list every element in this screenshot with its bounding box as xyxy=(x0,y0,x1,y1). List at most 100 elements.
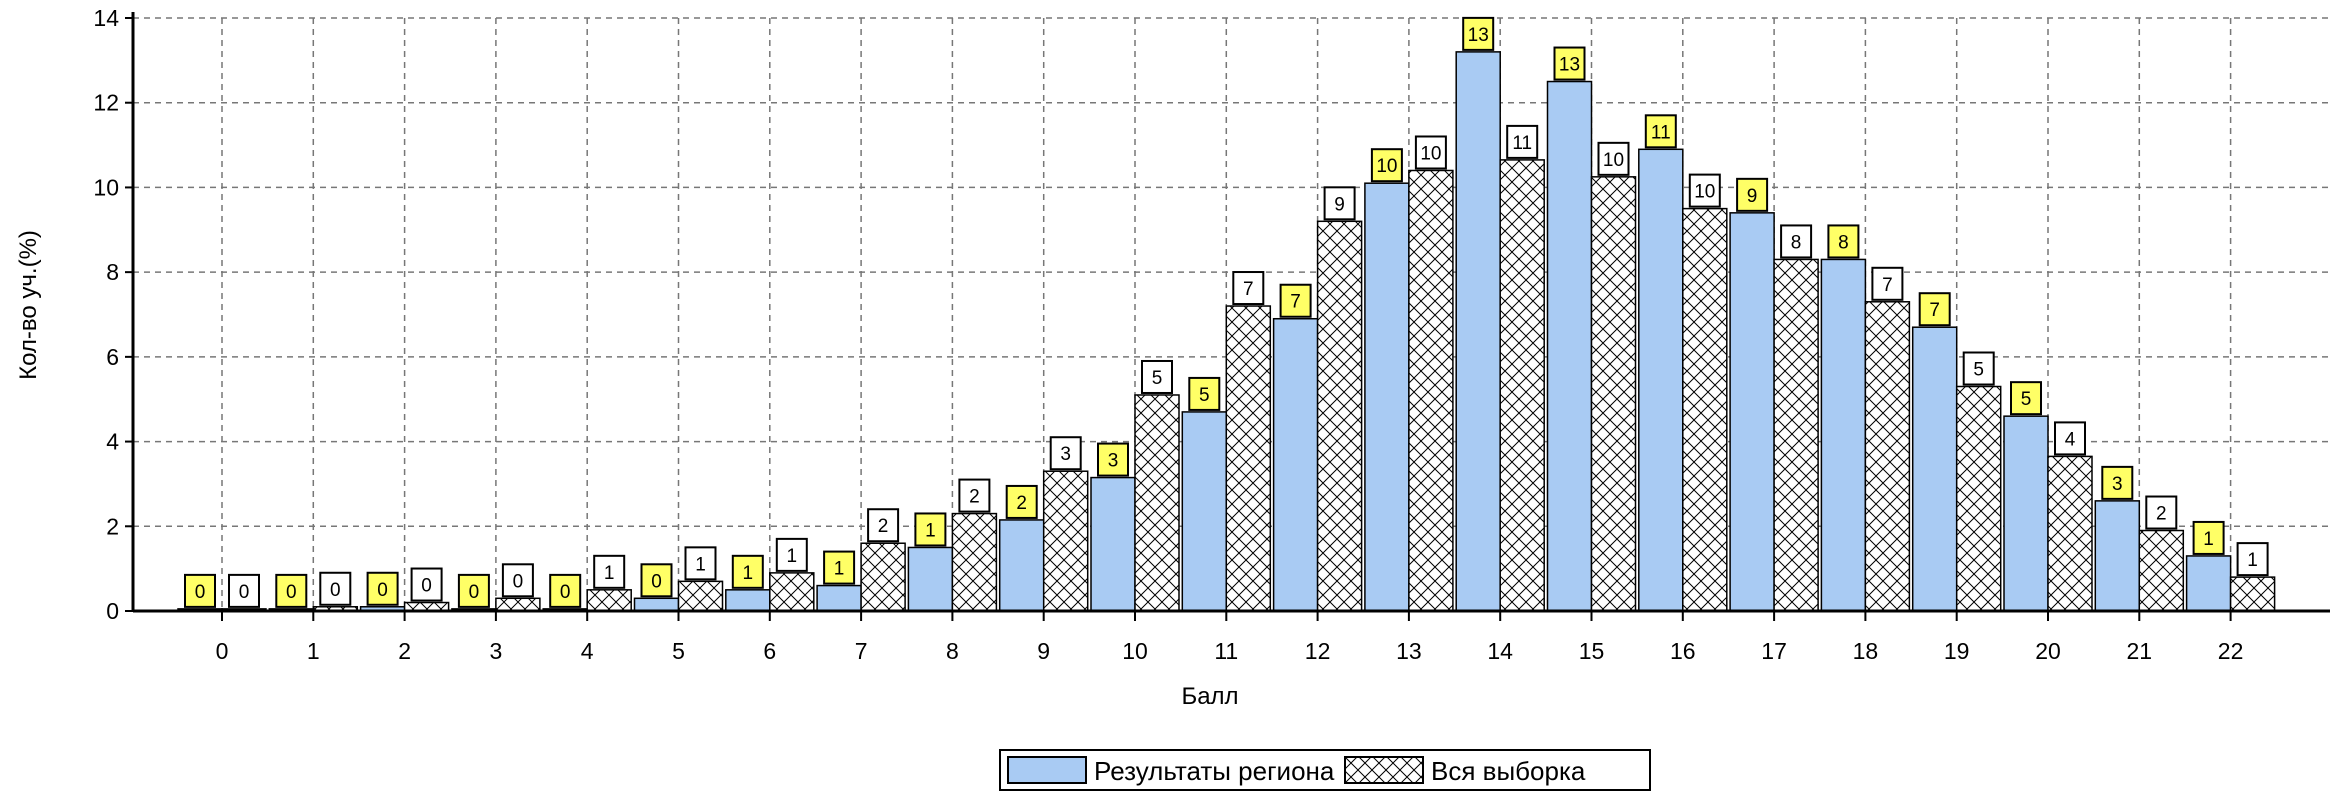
data-label-region: 13 xyxy=(1468,25,1489,46)
bar-all-sample xyxy=(1408,169,1454,612)
bar-region xyxy=(2003,415,2049,612)
data-label-box-region xyxy=(640,563,673,598)
data-label-region: 1 xyxy=(2203,529,2214,550)
data-label-region: 7 xyxy=(1929,300,1940,321)
data-label-box-region xyxy=(1918,292,1951,327)
x-tick-label: 3 xyxy=(490,638,503,664)
data-label-box-region xyxy=(275,573,308,608)
data-label-box-all-sample xyxy=(684,546,717,581)
data-label-all-sample: 11 xyxy=(1512,133,1532,154)
bar-all-sample xyxy=(1864,301,1911,612)
data-label-box-all-sample xyxy=(1141,359,1173,394)
legend: Результаты региона Вся выборка xyxy=(999,749,1651,791)
bar-all-sample xyxy=(586,589,632,612)
data-label-box-all-sample xyxy=(593,554,626,589)
legend-swatch-region xyxy=(1007,756,1087,784)
bar-region xyxy=(633,597,680,612)
data-label-region: 8 xyxy=(1838,232,1849,253)
data-label-box-region xyxy=(2010,381,2042,416)
data-label-all-sample: 5 xyxy=(1973,360,1984,381)
x-tick-label: 0 xyxy=(216,638,229,664)
x-tick-label: 2 xyxy=(398,638,411,664)
bar-region xyxy=(816,584,862,612)
data-label-region: 11 xyxy=(1651,122,1671,143)
data-label-all-sample: 10 xyxy=(1603,150,1624,171)
bar-region xyxy=(2094,500,2141,612)
data-label-box-region xyxy=(1462,16,1495,51)
bar-all-sample xyxy=(2047,455,2093,612)
data-label-box-all-sample xyxy=(501,563,534,598)
x-tick-label: 16 xyxy=(1670,638,1696,664)
data-label-all-sample: 1 xyxy=(695,554,706,575)
bar-all-sample xyxy=(1134,394,1180,612)
data-label-box-all-sample xyxy=(1232,271,1265,306)
bar-region xyxy=(725,589,771,612)
bar-region xyxy=(1181,411,1228,612)
bar-region xyxy=(998,519,1045,612)
bar-region xyxy=(1638,148,1684,612)
bar-region xyxy=(1364,182,1410,612)
data-label-all-sample: 2 xyxy=(2156,504,2167,525)
bar-region xyxy=(1455,51,1501,612)
data-label-all-sample: 2 xyxy=(878,516,889,537)
data-label-all-sample: 7 xyxy=(1243,279,1254,300)
data-label-region: 0 xyxy=(469,582,480,603)
bar-all-sample xyxy=(1225,305,1272,612)
legend-label-region: Результаты региона xyxy=(1094,756,1335,786)
data-label-box-all-sample xyxy=(958,478,991,513)
data-label-box-all-sample xyxy=(1323,186,1356,221)
data-label-box-all-sample xyxy=(1597,141,1630,176)
data-label-box-region xyxy=(1188,376,1221,411)
bar-all-sample xyxy=(1499,159,1545,612)
data-label-all-sample: 3 xyxy=(1060,444,1071,465)
bar-region xyxy=(1090,476,1136,612)
x-tick-label: 17 xyxy=(1761,638,1787,664)
data-label-region: 7 xyxy=(1290,292,1301,313)
bar-all-sample xyxy=(495,597,541,612)
data-label-all-sample: 0 xyxy=(330,580,341,601)
x-tick-label: 7 xyxy=(855,638,868,664)
data-label-box-all-sample xyxy=(1506,124,1539,159)
y-tick-label: 0 xyxy=(106,598,119,624)
bar-all-sample xyxy=(2229,576,2276,612)
data-label-box-all-sample xyxy=(2236,542,2269,577)
data-label-all-sample: 0 xyxy=(239,582,250,603)
data-label-all-sample: 4 xyxy=(2065,429,2076,450)
data-label-all-sample: 0 xyxy=(421,576,432,597)
data-label-all-sample: 2 xyxy=(969,487,980,508)
data-label-all-sample: 0 xyxy=(513,571,524,592)
data-label-all-sample: 9 xyxy=(1334,194,1345,215)
bar-all-sample xyxy=(1590,176,1637,612)
y-tick-label: 4 xyxy=(106,429,119,455)
data-label-box-region xyxy=(1370,148,1403,183)
y-tick-label: 6 xyxy=(106,344,119,370)
x-tick-label: 22 xyxy=(2218,638,2244,664)
data-label-box-region xyxy=(549,573,582,608)
x-tick-label: 12 xyxy=(1305,638,1331,664)
bar-region xyxy=(1820,258,1867,612)
data-label-box-region xyxy=(184,573,216,608)
bar-region xyxy=(907,546,954,612)
x-tick-label: 5 xyxy=(672,638,685,664)
x-tick-label: 1 xyxy=(307,638,320,664)
data-label-region: 9 xyxy=(1747,186,1758,207)
data-label-all-sample: 8 xyxy=(1791,232,1802,253)
y-tick-label: 12 xyxy=(93,90,119,116)
data-label-box-region xyxy=(1005,484,1038,519)
data-label-all-sample: 1 xyxy=(604,563,615,584)
x-tick-label: 9 xyxy=(1037,638,1050,664)
data-label-all-sample: 10 xyxy=(1694,182,1715,203)
x-tick-label: 20 xyxy=(2035,638,2061,664)
x-tick-label: 21 xyxy=(2127,638,2153,664)
data-label-box-region xyxy=(823,550,856,585)
data-label-all-sample: 5 xyxy=(1152,368,1163,389)
bar-region xyxy=(1729,212,1775,612)
legend-box xyxy=(999,749,1651,791)
bar-region xyxy=(1911,326,1958,612)
data-label-all-sample: 1 xyxy=(2247,550,2258,571)
bar-all-sample xyxy=(769,572,815,612)
data-label-box-all-sample xyxy=(319,571,352,606)
x-tick-label: 15 xyxy=(1579,638,1605,664)
x-tick-label: 4 xyxy=(581,638,594,664)
